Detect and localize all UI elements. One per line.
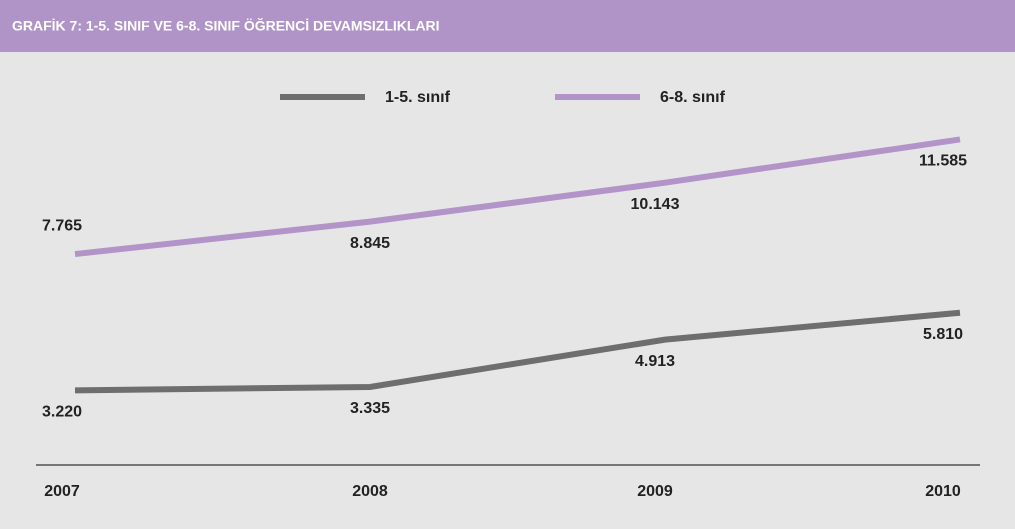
data-label: 4.913 bbox=[635, 353, 675, 370]
header-bar bbox=[0, 0, 1015, 52]
data-label: 11.585 bbox=[919, 153, 967, 170]
chart-title: GRAFİK 7: 1-5. SINIF VE 6-8. SINIF ÖĞREN… bbox=[12, 17, 440, 34]
line-series bbox=[74, 136, 961, 258]
x-tick-label: 2009 bbox=[637, 483, 673, 500]
line-series bbox=[74, 309, 961, 394]
data-label: 5.810 bbox=[923, 326, 963, 343]
data-label: 10.143 bbox=[631, 196, 680, 213]
x-tick-label: 2007 bbox=[44, 483, 80, 500]
legend-label: 1-5. sınıf bbox=[385, 89, 451, 106]
x-tick-label: 2010 bbox=[925, 483, 961, 500]
data-label: 3.335 bbox=[350, 400, 390, 417]
legend-label: 6-8. sınıf bbox=[660, 89, 726, 106]
data-label: 7.765 bbox=[42, 217, 82, 234]
x-tick-label: 2008 bbox=[352, 483, 388, 500]
data-label: 3.220 bbox=[42, 404, 82, 421]
data-label: 8.845 bbox=[350, 235, 390, 252]
